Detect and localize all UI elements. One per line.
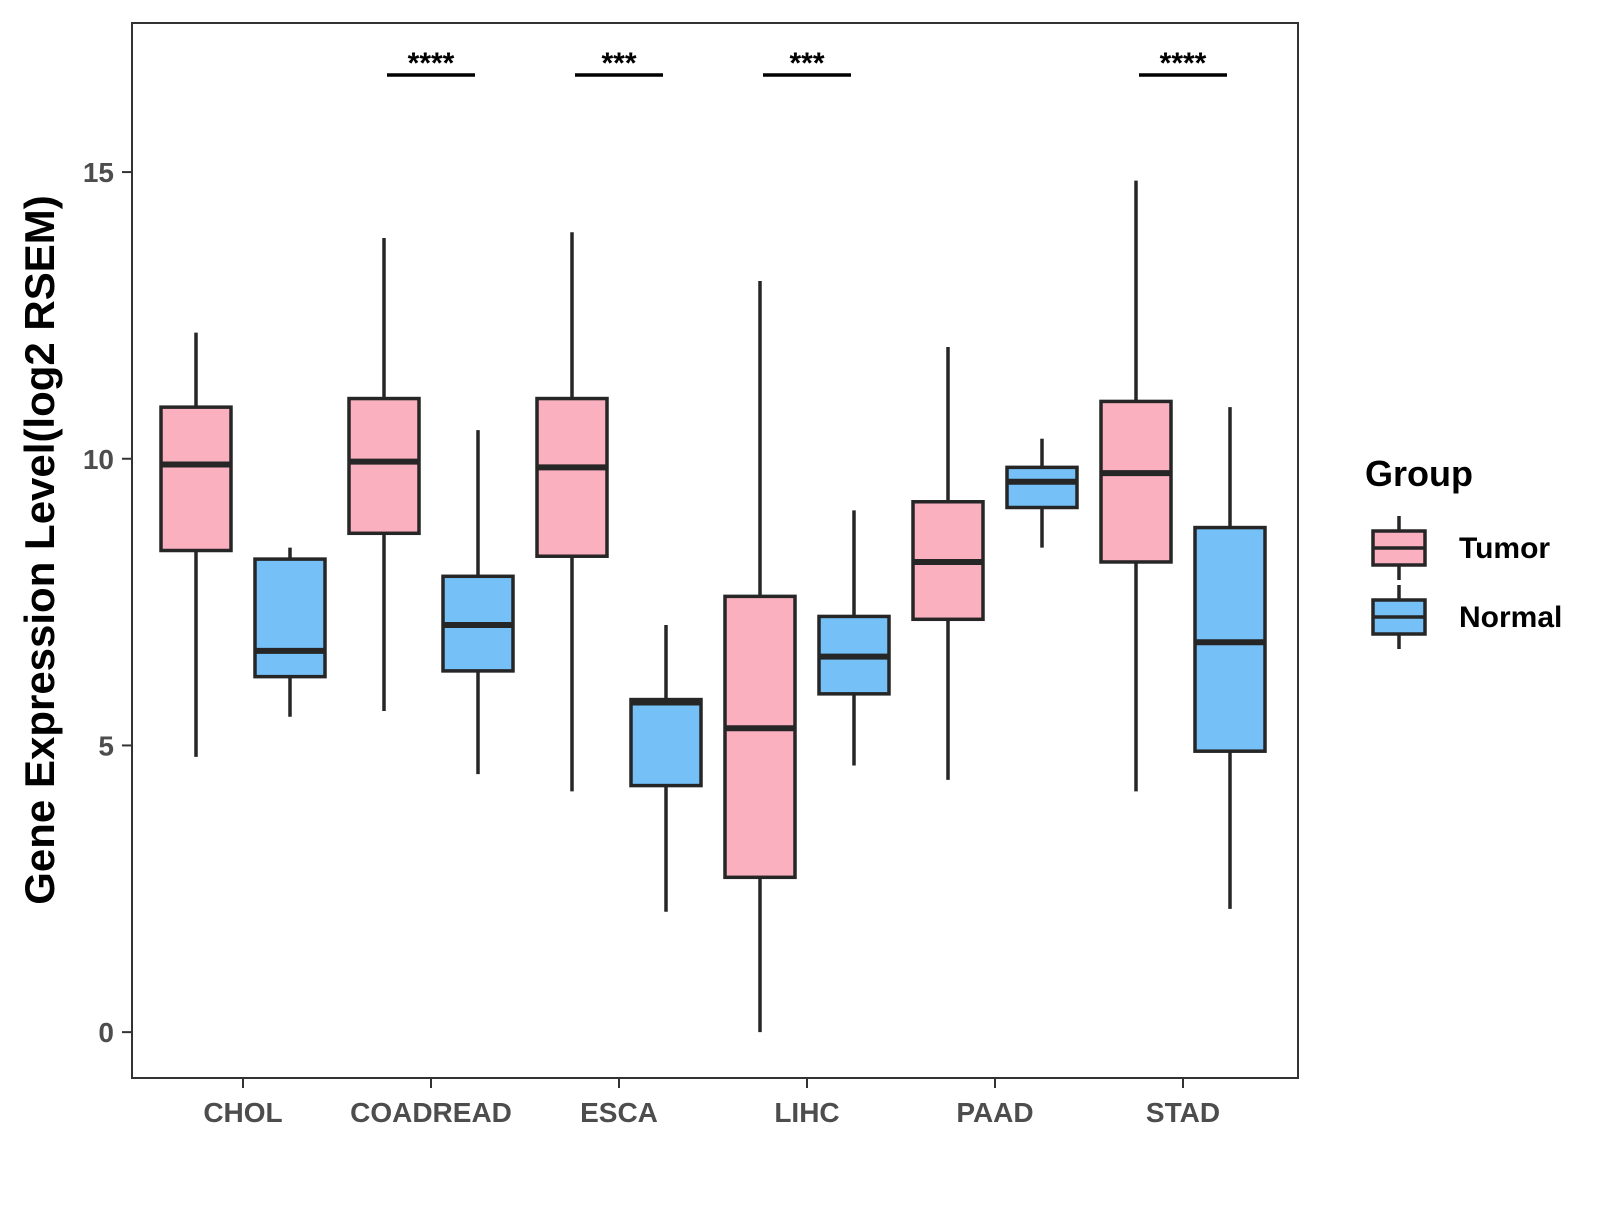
normal-esca-box xyxy=(629,697,703,788)
x-tick-label: COADREAD xyxy=(350,1097,512,1128)
esca-significance-label: *** xyxy=(601,47,636,80)
x-tick-label: LIHC xyxy=(774,1097,839,1128)
y-tick-label: 5 xyxy=(98,730,114,761)
y-tick-label: 10 xyxy=(83,444,114,475)
x-tick-label: CHOL xyxy=(203,1097,282,1128)
tumor-esca-box xyxy=(535,396,609,558)
lihc-significance-label: *** xyxy=(789,47,824,80)
x-tick-label: STAD xyxy=(1146,1097,1220,1128)
tumor-lihc-box xyxy=(723,594,797,880)
y-axis-label: Gene Expression Level(log2 RSEM) xyxy=(16,195,63,905)
legend: Group Tumor Normal xyxy=(1365,453,1562,649)
stad-significance-label: **** xyxy=(1160,47,1207,80)
legend-tumor-label: Tumor xyxy=(1459,532,1550,565)
x-tick-label: PAAD xyxy=(956,1097,1033,1128)
coadread-significance-label: **** xyxy=(408,47,455,80)
tumor-coadread-box xyxy=(347,396,421,536)
legend-normal-label: Normal xyxy=(1459,601,1562,634)
x-tick-label: ESCA xyxy=(580,1097,658,1128)
normal-chol-box xyxy=(253,557,327,679)
tumor-stad-box xyxy=(1099,399,1173,564)
normal-paad-box xyxy=(1005,465,1079,510)
legend-title: Group xyxy=(1365,453,1473,494)
plot-panel-border xyxy=(131,22,1299,1079)
tumor-chol-box xyxy=(159,405,233,553)
y-tick-label: 15 xyxy=(83,157,114,188)
y-tick-label: 0 xyxy=(98,1017,114,1048)
